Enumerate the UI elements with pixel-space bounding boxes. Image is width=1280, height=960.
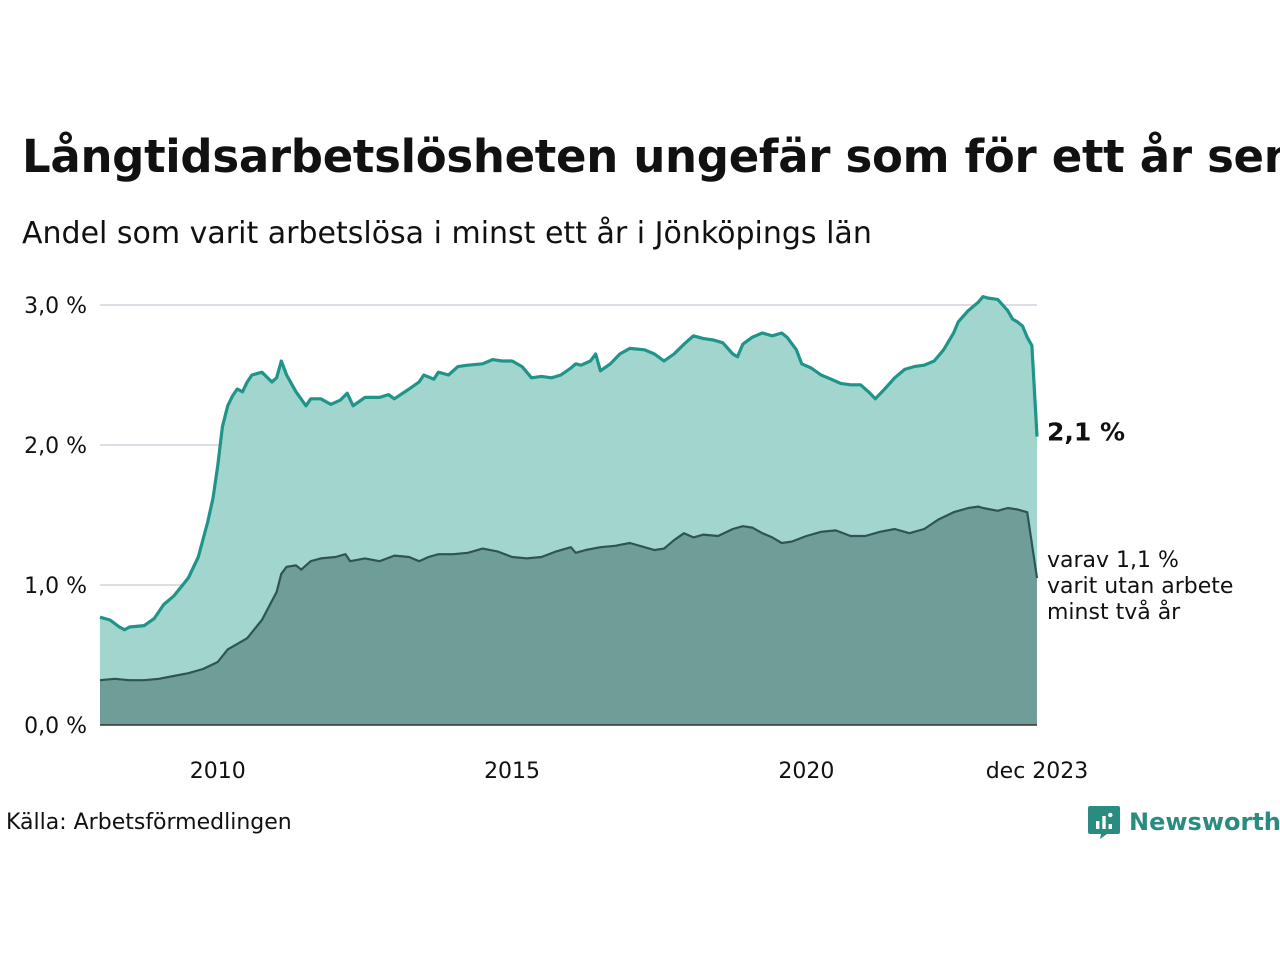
secondary-label-line-1: varit utan arbete	[1047, 574, 1233, 599]
source-note: Källa: Arbetsförmedlingen	[6, 810, 292, 835]
last-value-label: 2,1 %	[1047, 418, 1125, 447]
chart-subtitle: Andel som varit arbetslösa i minst ett å…	[22, 216, 872, 251]
x-tick-label-0: 2010	[190, 759, 246, 784]
y-tick-label-0: 0,0 %	[24, 714, 87, 739]
series-line-1	[99, 505, 1039, 682]
series-line-0	[99, 295, 1039, 632]
y-tick-label-2: 2,0 %	[24, 434, 87, 459]
chart-area: 0,0 % 1,0 % 2,0 % 3,0 % 2010 2015 2020 dec 202…	[24, 294, 1233, 784]
series-area-1	[100, 506, 1037, 725]
area-series	[99, 295, 1039, 726]
chart-title: Långtidsarbetslösheten ungefär som för e…	[22, 130, 1280, 183]
x-axis-ticks: 2010 2015 2020 dec 2023	[190, 759, 1089, 784]
brand-name: Newsworthy	[1129, 808, 1280, 836]
x-tick-label-1: 2015	[484, 759, 540, 784]
x-tick-label-3: dec 2023	[986, 759, 1089, 784]
secondary-label-line-2: minst två år	[1047, 599, 1181, 625]
brand-logo[interactable]: Newsworthy	[1087, 804, 1280, 840]
y-tick-label-3: 3,0 %	[24, 294, 87, 319]
y-axis-ticks: 0,0 % 1,0 % 2,0 % 3,0 %	[24, 294, 87, 739]
secondary-label-line-0: varav 1,1 %	[1047, 548, 1179, 573]
newsworthy-logo-icon	[1088, 806, 1120, 839]
x-tick-label-2: 2020	[778, 759, 834, 784]
y-tick-label-1: 1,0 %	[24, 574, 87, 599]
